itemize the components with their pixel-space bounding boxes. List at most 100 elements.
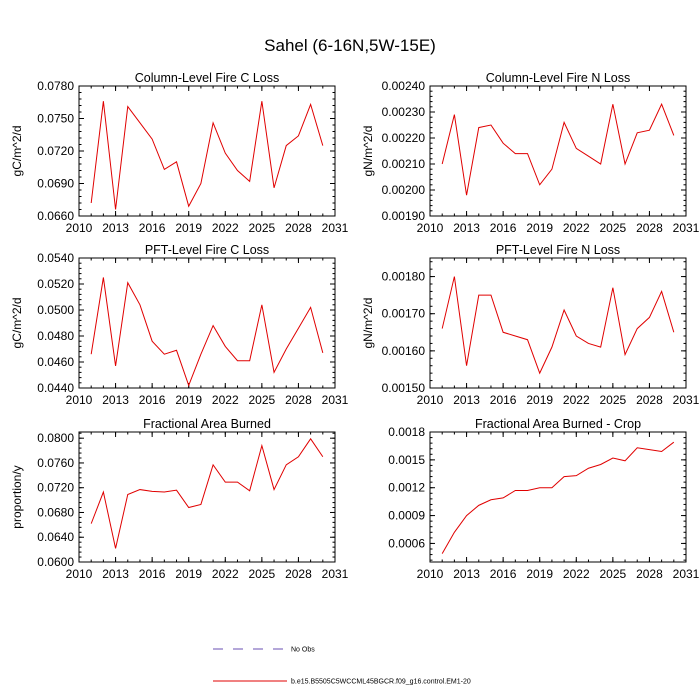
chart-panel-1: Column-Level Fire C Loss 2010 2013 2016 2019…	[10, 71, 349, 235]
y-tick-label: 0.0750	[37, 112, 74, 126]
plot-frame	[78, 431, 336, 563]
y-tick-label: 0.0780	[37, 79, 74, 93]
legend: No Obs b.e15.B5505C5WCCML45BGCR.f09_g16.c…	[213, 647, 471, 686]
y-tick-label: 0.0006	[388, 536, 425, 550]
chart-title: PFT-Level Fire N Loss	[496, 243, 620, 257]
y-tick-label: 0.00150	[382, 381, 426, 395]
x-tick-label: 2028	[636, 221, 663, 235]
x-tick-label: 2025	[600, 567, 627, 581]
plot-frame	[429, 257, 687, 389]
x-tick-label: 2019	[526, 567, 553, 581]
x-tick-label: 2019	[175, 393, 202, 407]
x-tick-label: 2025	[249, 393, 276, 407]
y-tick-label: 0.0540	[37, 251, 74, 265]
series-line	[441, 441, 675, 554]
y-tick-label: 0.0720	[37, 144, 74, 158]
chart-panel-5: Fractional Area Burned 2010 2013 2016 2019 20…	[10, 417, 349, 581]
y-tick-label: 0.0660	[37, 209, 74, 223]
legend-label-model: b.e15.B5505C5WCCML45BGCR.f09_g16.control…	[291, 679, 471, 686]
series-line	[90, 437, 324, 549]
y-tick-label: 0.0460	[37, 355, 74, 369]
chart-panel-2: Column-Level Fire N Loss 2010 2013 2016 2019…	[361, 71, 700, 235]
x-tick-label: 2019	[526, 221, 553, 235]
y-tick-label: 0.0440	[37, 381, 74, 395]
y-tick-label: 0.0800	[37, 431, 74, 445]
plot-frame	[78, 257, 336, 389]
plot-frame	[429, 85, 687, 217]
chart-title: Column-Level Fire C Loss	[135, 71, 280, 85]
y-tick-label: 0.0760	[37, 456, 74, 470]
x-tick-label: 2016	[490, 393, 517, 407]
x-tick-label: 2010	[66, 221, 93, 235]
chart-title: PFT-Level Fire C Loss	[145, 243, 269, 257]
x-tick-label: 2022	[212, 393, 239, 407]
x-tick-label: 2010	[66, 393, 93, 407]
series-line	[90, 101, 324, 210]
x-tick-label: 2031	[322, 393, 349, 407]
chart-panel-6: Fractional Area Burned - Crop 2010 2013 201…	[388, 417, 699, 581]
y-tick-label: 0.00240	[382, 79, 426, 93]
x-tick-label: 2022	[563, 393, 590, 407]
x-tick-label: 2028	[285, 393, 312, 407]
x-tick-label: 2019	[526, 393, 553, 407]
y-tick-label: 0.0018	[388, 425, 425, 439]
x-tick-label: 2010	[417, 393, 444, 407]
y-tick-label: 0.00160	[382, 344, 426, 358]
x-tick-label: 2025	[600, 393, 627, 407]
chart-panel-3: PFT-Level Fire C Loss 2010 2013 2016 2019 202…	[10, 243, 349, 407]
x-tick-label: 2013	[102, 221, 129, 235]
x-tick-label: 2028	[636, 567, 663, 581]
x-tick-label: 2016	[139, 221, 166, 235]
x-tick-label: 2031	[322, 567, 349, 581]
y-tick-label: 0.0009	[388, 509, 425, 523]
x-tick-label: 2025	[249, 567, 276, 581]
x-tick-label: 2031	[673, 221, 700, 235]
chart-title: Fractional Area Burned - Crop	[475, 417, 641, 431]
x-tick-label: 2028	[285, 221, 312, 235]
y-tick-label: 0.00220	[382, 131, 426, 145]
x-tick-label: 2022	[563, 221, 590, 235]
x-tick-label: 2022	[212, 221, 239, 235]
x-tick-label: 2010	[417, 567, 444, 581]
y-tick-label: 0.0720	[37, 481, 74, 495]
x-tick-label: 2022	[212, 567, 239, 581]
series-line	[441, 102, 675, 196]
y-tick-label: 0.0012	[388, 481, 425, 495]
y-tick-label: 0.0015	[388, 453, 425, 467]
y-tick-label: 0.00230	[382, 105, 426, 119]
x-tick-label: 2013	[102, 567, 129, 581]
plot-frame	[429, 431, 687, 563]
x-tick-label: 2031	[322, 221, 349, 235]
x-tick-label: 2025	[600, 221, 627, 235]
x-tick-label: 2013	[102, 393, 129, 407]
y-tick-label: 0.0500	[37, 303, 74, 317]
x-tick-label: 2010	[417, 221, 444, 235]
y-axis-label: gC/m^2/d	[10, 126, 24, 177]
y-tick-label: 0.00200	[382, 183, 426, 197]
y-tick-label: 0.0640	[37, 530, 74, 544]
x-tick-label: 2013	[453, 393, 480, 407]
x-tick-label: 2031	[673, 393, 700, 407]
chart-panel-4: PFT-Level Fire N Loss 2010 2013 2016 2019 202…	[361, 243, 700, 407]
x-tick-label: 2025	[249, 221, 276, 235]
y-tick-label: 0.0520	[37, 277, 74, 291]
x-tick-label: 2016	[490, 221, 517, 235]
y-tick-label: 0.00210	[382, 157, 426, 171]
x-tick-label: 2016	[139, 393, 166, 407]
x-tick-label: 2016	[139, 567, 166, 581]
y-tick-label: 0.0690	[37, 177, 74, 191]
y-tick-label: 0.00190	[382, 209, 426, 223]
x-tick-label: 2031	[673, 567, 700, 581]
y-tick-label: 0.00170	[382, 307, 426, 321]
x-tick-label: 2022	[563, 567, 590, 581]
x-tick-label: 2019	[175, 221, 202, 235]
y-tick-label: 0.00180	[382, 270, 426, 284]
y-tick-label: 0.0600	[37, 555, 74, 569]
page-title: Sahel (6-16N,5W-15E)	[264, 36, 436, 55]
y-axis-label: proportion/y	[10, 465, 24, 528]
x-tick-label: 2010	[66, 567, 93, 581]
x-tick-label: 2013	[453, 221, 480, 235]
x-tick-label: 2016	[490, 567, 517, 581]
y-tick-label: 0.0680	[37, 505, 74, 519]
